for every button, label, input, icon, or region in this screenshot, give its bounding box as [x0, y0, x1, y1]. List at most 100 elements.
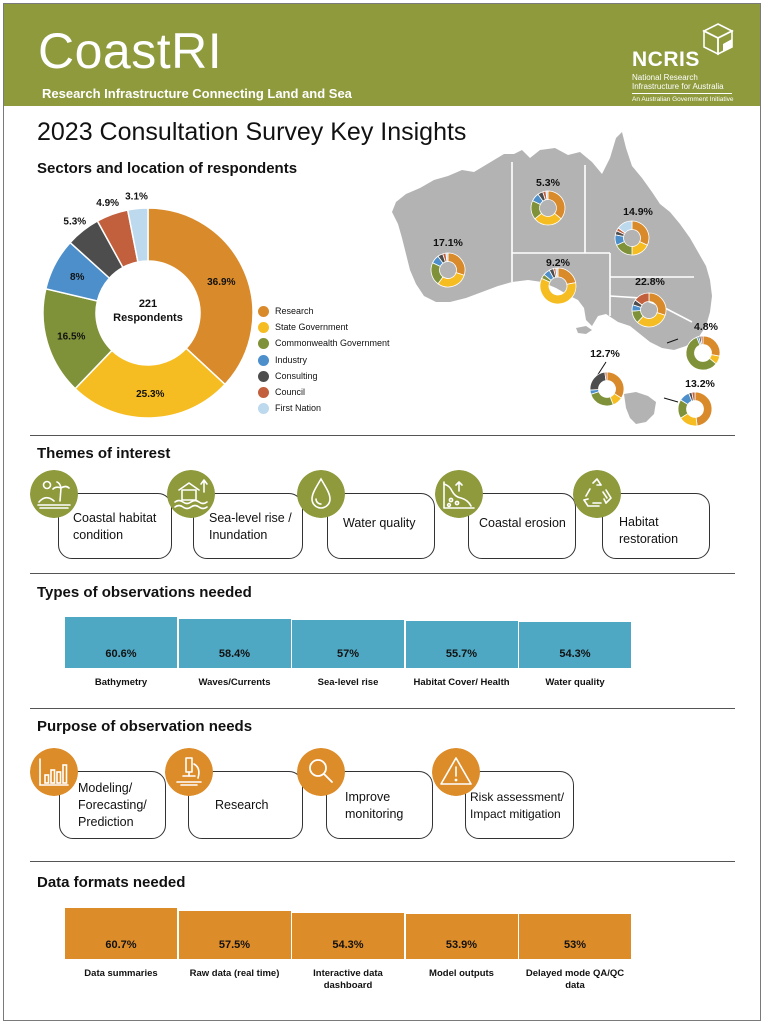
purpose-label: Modeling/ Forecasting/ Prediction [78, 781, 147, 829]
donut-value-label: 25.3% [136, 389, 164, 400]
brand-title: CoastRI [38, 23, 223, 79]
map-region-donut [430, 252, 466, 288]
section-title-purpose: Purpose of observation needs [37, 718, 253, 735]
legend-label: Industry [275, 354, 308, 365]
map-region-donut [685, 335, 721, 371]
australia-map: 17.1% 5.3% 14.9% 9.2% 22.8% 4.8% 12.7% 13.2% [392, 132, 721, 427]
legend-label: Research [275, 306, 314, 316]
donut-value-label: 4.9% [96, 198, 119, 209]
section-title-sectors: Sectors and location of respondents [37, 160, 298, 177]
legend-label: Council [275, 387, 306, 397]
map-callout-lines [596, 338, 679, 403]
map-region-pies: 17.1% 5.3% 14.9% 9.2% 22.8% 4.8% 12.7% 13.2% [430, 177, 721, 427]
theme-card-habitat-restoration: Habitat restoration [602, 493, 710, 559]
ncris-initiative: An Australian Government Initiative [632, 96, 734, 103]
section-divider [30, 708, 735, 709]
section-divider [30, 573, 735, 574]
purpose-card-monitoring: Improve monitoring [326, 771, 433, 839]
theme-card-water-quality: Water quality [327, 493, 435, 559]
map-region-label: 12.7% [590, 348, 620, 360]
map-donut-slice [617, 220, 633, 234]
purpose-label: Risk assessment/ Impact mitigation [470, 790, 565, 821]
map-region-donut [631, 292, 667, 328]
donut-value-label: 8% [70, 272, 85, 283]
map-region-donut [614, 220, 650, 256]
kangaroo-island [576, 326, 592, 334]
ncris-rule [632, 93, 732, 94]
map-region-label: 14.9% [623, 206, 653, 218]
legend-label: State Government [275, 322, 349, 333]
microscope-icon [165, 748, 213, 796]
donut-value-label: 3.1% [125, 192, 148, 203]
map-region-donut [539, 267, 577, 305]
theme-card-coastal-habitat: Coastal habitat condition [58, 493, 172, 559]
donut-center-value: 221 [138, 298, 158, 310]
legend-swatch [258, 322, 269, 334]
section-divider [30, 435, 735, 436]
cube-logo-icon [702, 23, 734, 56]
legend-swatch [258, 338, 269, 350]
australia-landmass [392, 132, 712, 424]
map-region-donut [677, 391, 713, 427]
recycle-icon [573, 470, 621, 518]
legend-label: Commonwealth Government [275, 338, 390, 349]
purpose-label: Research [215, 798, 269, 812]
purpose-label: Improve monitoring [345, 790, 404, 821]
donut-value-label: 16.5% [57, 332, 85, 343]
theme-card-coastal-erosion: Coastal erosion [468, 493, 576, 559]
coastal-habitat-icon [30, 470, 78, 518]
map-region-label: 22.8% [635, 276, 665, 288]
state-borders [511, 162, 694, 323]
warning-icon [432, 748, 480, 796]
section-divider [30, 861, 735, 862]
map-donut-slice [634, 292, 650, 306]
legend-swatch [258, 387, 269, 398]
map-donut-slice [604, 371, 608, 382]
donut-slice-first-nation [126, 207, 149, 263]
map-donut-slice [702, 335, 721, 357]
erosion-icon [435, 470, 483, 518]
donut-value-label: 36.9% [207, 277, 235, 288]
map-region-label: 17.1% [433, 237, 463, 249]
map-donut-slice [694, 391, 713, 427]
respondents-donut-chart: 36.9% 25.3% 16.5% 8% 5.3% 4.9% 3.1% [42, 192, 254, 419]
legend-label: Consulting [275, 370, 318, 381]
section-title-formats: Data formats needed [37, 874, 186, 891]
water-drop-icon [297, 470, 345, 518]
legend-label: First Nation [275, 403, 322, 414]
map-donut-slice [700, 335, 704, 346]
theme-label: Habitat restoration [619, 515, 679, 546]
map-donut-slice [589, 371, 607, 391]
theme-label: Coastal erosion [479, 516, 566, 530]
map-region-label: 4.8% [694, 321, 719, 333]
legend-swatch [258, 403, 269, 415]
australia-mainland [392, 132, 712, 350]
map-region-donut [530, 190, 566, 226]
magnifier-icon [297, 748, 345, 796]
section-title-observations: Types of observations needed [37, 584, 252, 601]
map-donut-slice [445, 252, 449, 263]
tasmania [624, 392, 656, 424]
legend-swatch [258, 370, 269, 382]
sea-level-icon [167, 470, 215, 518]
page-title: 2023 Consultation Survey Key Insights [37, 118, 467, 146]
map-region-label: 5.3% [536, 177, 561, 189]
legend-swatch [258, 354, 269, 366]
map-donut-slice [539, 277, 577, 305]
theme-label: Water quality [343, 516, 416, 530]
page-frame [3, 3, 761, 1021]
donut-slice-state-government [74, 347, 227, 419]
brand-tagline: Research Infrastructure Connecting Land … [42, 86, 352, 101]
section-title-themes: Themes of interest [37, 445, 171, 462]
donut-value-label: 5.3% [63, 216, 86, 227]
donut-slice-research [147, 207, 254, 386]
ncris-subtitle: National Research Infrastructure for Aus… [632, 73, 724, 91]
theme-label: Sea-level rise / Inundation [209, 511, 292, 542]
header-banner: CoastRI Research Infrastructure Connecti… [4, 4, 760, 106]
purpose-card-risk: Risk assessment/ Impact mitigation [465, 771, 574, 839]
map-donut-slice [691, 391, 696, 402]
map-donut-slice [590, 391, 614, 407]
ncris-wordmark: NCRIS [632, 48, 700, 71]
purpose-card-modeling: Modeling/ Forecasting/ Prediction [59, 771, 166, 839]
map-donut-slice [545, 190, 549, 201]
